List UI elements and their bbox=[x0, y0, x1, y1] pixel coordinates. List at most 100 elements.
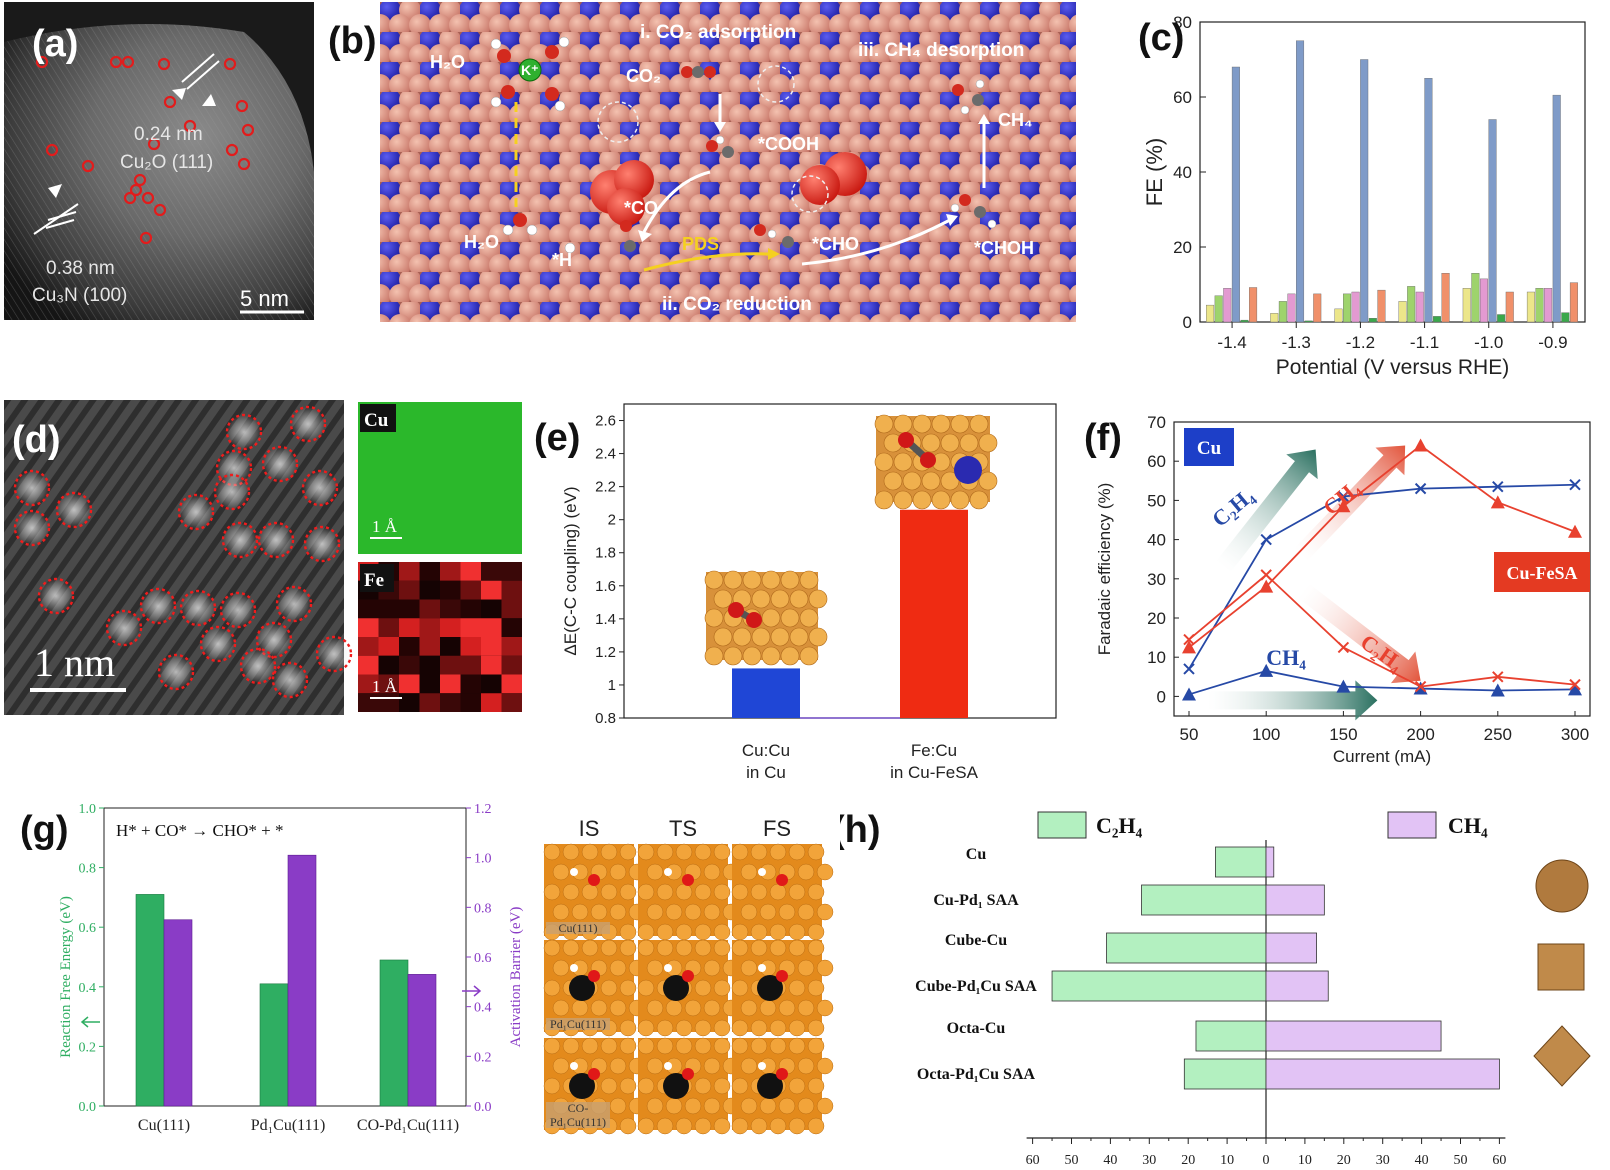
panel-f-chart: 0 10 20 30 40 50 60 70 50 100 150 200 250 300 Cu Cu-FeS… bbox=[1084, 413, 1591, 766]
panel-h-bar-c2h4 bbox=[1183, 1058, 1267, 1090]
panel-g-right-axis-arrow bbox=[462, 985, 482, 997]
panel-c-bar bbox=[1313, 293, 1322, 323]
panel-g-ytick-right-label: 0.0 bbox=[474, 1100, 492, 1115]
panel-c-bar bbox=[1415, 291, 1424, 323]
panel-h-legend-swatch-ch4 bbox=[1387, 811, 1437, 839]
panel-f-point bbox=[1490, 495, 1505, 509]
panel-c-bar bbox=[1206, 304, 1215, 323]
panel-d: (d) 1 nm Cu 1 Å Fe 1 Å bbox=[4, 400, 524, 715]
panel-c-bar bbox=[1249, 287, 1258, 323]
panel-f-trend-arrow bbox=[1215, 449, 1318, 573]
panel-h-xtick-label: 50 bbox=[1454, 1153, 1468, 1165]
panel-b: i. CO₂ adsorption iii. CH₄ desorption ii… bbox=[328, 2, 1076, 322]
panel-h-category-label: Cube-Pd₁Cu SAA bbox=[915, 978, 1037, 995]
panel-c-xtick-label: -0.9 bbox=[1538, 333, 1567, 352]
panel-c-bar bbox=[1432, 316, 1441, 323]
panel-c-bar bbox=[1240, 319, 1249, 323]
panel-f-xtick-label: 50 bbox=[1180, 725, 1199, 744]
panel-b-h2o-bottom: H₂O bbox=[464, 232, 499, 252]
panel-e-bar bbox=[900, 509, 968, 718]
panel-g-ytick-label: 0.8 bbox=[79, 862, 97, 877]
panel-c-ytick-label: 60 bbox=[1173, 88, 1192, 107]
panel-e-xtick-label: Fe:Cu bbox=[911, 741, 957, 760]
panel-a-scalebar-label: 5 nm bbox=[240, 286, 289, 311]
panel-g: 0.0 0.2 0.4 0.6 0.8 1.0 0.0 0.2 0.4 0.6 0.8 1.0 1.2 C… bbox=[0, 790, 840, 1165]
panel-c-bar bbox=[1552, 94, 1561, 323]
panel-c-frame bbox=[1199, 21, 1586, 323]
panel-c-bar bbox=[1278, 301, 1287, 323]
panel-h-legend-swatch-c2h4 bbox=[1037, 811, 1087, 839]
panel-d-scalebar-label: 1 nm bbox=[34, 640, 115, 685]
panel-f-series-line bbox=[1188, 669, 1576, 696]
panel-g-structure-label-bg bbox=[546, 1102, 610, 1128]
panel-f-legend-cufesa bbox=[1494, 552, 1590, 592]
panel-f-point bbox=[1260, 569, 1272, 581]
panel-f-ytick-label: 20 bbox=[1147, 609, 1166, 628]
panel-e-ytick-label: 1.4 bbox=[595, 611, 616, 628]
panel-f-xtick-label: 300 bbox=[1561, 725, 1589, 744]
panel-c-ylabel: FE (%) bbox=[1142, 138, 1167, 206]
panel-a-phase-1: Cu₂O (111) bbox=[120, 152, 213, 173]
panel-h-xtick-label: 20 bbox=[1337, 1153, 1351, 1165]
panel-h-xtick-label: 60 bbox=[1492, 1153, 1506, 1165]
panel-f-series-line bbox=[1188, 483, 1576, 670]
panel-g-ytick-label: 1.0 bbox=[79, 802, 97, 817]
panel-h-category-label: Cu bbox=[966, 846, 987, 863]
panel-f-point bbox=[1182, 640, 1196, 654]
panel-b-step-reduction: ii. CO₂ reduction bbox=[662, 294, 812, 315]
panel-h: 60 50 40 30 20 10 0 10 20 30 40 50 60 Cu Cu-Pd₁ SAA Cub… bbox=[832, 790, 1608, 1168]
panel-c-chart: 0 20 40 60 80 -1.4 -1.3 -1.2 -1.1 -1.0 -0.9 Potenti… bbox=[1138, 13, 1586, 379]
panel-a-spacing-1: 0.24 nm bbox=[134, 124, 203, 145]
panel-f-ytick-label: 0 bbox=[1157, 687, 1166, 706]
panel-c-bar bbox=[1351, 291, 1360, 323]
panel-d-fe-map-label: Fe bbox=[364, 570, 384, 591]
panel-f-point bbox=[1490, 683, 1505, 697]
panel-d-cu-map-scale: 1 Å bbox=[372, 517, 398, 536]
panel-c-ytick-label: 20 bbox=[1173, 238, 1192, 257]
panel-e-ytick-label: 1 bbox=[608, 677, 616, 694]
panel-c-bar bbox=[1479, 278, 1488, 323]
panel-h-xtick-label: 30 bbox=[1142, 1153, 1156, 1165]
panel-f-trend-arrow bbox=[1297, 583, 1421, 684]
panel-c-bar bbox=[1462, 288, 1471, 323]
panel-h-xtick-label: 40 bbox=[1103, 1153, 1117, 1165]
panel-f-point bbox=[1492, 671, 1504, 683]
panel-h-xtick-label: 20 bbox=[1181, 1153, 1195, 1165]
panel-f-trend-arrow bbox=[1293, 445, 1406, 562]
panel-b-cho: *CHO bbox=[812, 234, 859, 254]
panel-c-xtick-label: -1.0 bbox=[1474, 333, 1503, 352]
panel-h-legend-c2h4: C₂H₄ bbox=[1096, 813, 1143, 838]
panel-g-label: (g) bbox=[20, 809, 69, 851]
panel-c-bar bbox=[1526, 291, 1535, 323]
panel-b-step-desorption: iii. CH₄ desorption bbox=[858, 40, 1024, 61]
panel-a-tem-image: (a) 0.24 nm Cu₂O (111) 0.38 nm Cu₃N (100… bbox=[4, 2, 314, 320]
panel-d-haadf-image: (d) 1 nm Cu 1 Å Fe 1 Å bbox=[4, 400, 522, 715]
panel-c-ytick-label: 0 bbox=[1183, 313, 1192, 332]
panel-g-structure-label: CO- bbox=[568, 1101, 589, 1115]
panel-c-ytick-label: 40 bbox=[1173, 163, 1192, 182]
panel-a: (a) 0.24 nm Cu₂O (111) 0.38 nm Cu₃N (100… bbox=[4, 2, 314, 320]
panel-g-ytick-right-label: 1.2 bbox=[474, 802, 492, 817]
panel-b-k-ion: K⁺ bbox=[521, 62, 539, 78]
panel-g-structure-label: Cu(111) bbox=[558, 921, 597, 935]
panel-d-fe-map-scale: 1 Å bbox=[372, 677, 398, 696]
panel-f-point bbox=[1183, 633, 1195, 646]
panel-f-annotation: CH₄ bbox=[1318, 475, 1365, 520]
panel-c-bar bbox=[1441, 273, 1450, 323]
panel-c-bar bbox=[1270, 313, 1279, 323]
panel-f-legend-cu-label: Cu bbox=[1197, 438, 1222, 459]
panel-h-bar-c2h4 bbox=[1141, 884, 1267, 916]
panel-c-bar bbox=[1471, 273, 1480, 323]
panel-c-bar bbox=[1296, 40, 1305, 323]
panel-e-label: (e) bbox=[534, 417, 580, 459]
panel-b-step-adsorption: i. CO₂ adsorption bbox=[640, 22, 796, 43]
panel-f-ylabel: Faradaic efficiency (%) bbox=[1095, 483, 1114, 656]
panel-b-h: *H bbox=[552, 250, 572, 270]
panel-f-ytick-label: 40 bbox=[1147, 531, 1166, 550]
panel-f-point bbox=[1414, 680, 1427, 693]
panel-h-chart: 60 50 40 30 20 10 0 10 20 30 40 50 60 Cu Cu-Pd₁ SAA Cub… bbox=[832, 809, 1591, 1168]
panel-g-bar-barrier bbox=[287, 854, 317, 1107]
panel-g-title: H* + CO* → CHO* + * bbox=[116, 821, 283, 840]
panel-g-ytick-right-label: 0.6 bbox=[474, 951, 492, 966]
panel-g-ytick-right-label: 0.2 bbox=[474, 1050, 492, 1065]
